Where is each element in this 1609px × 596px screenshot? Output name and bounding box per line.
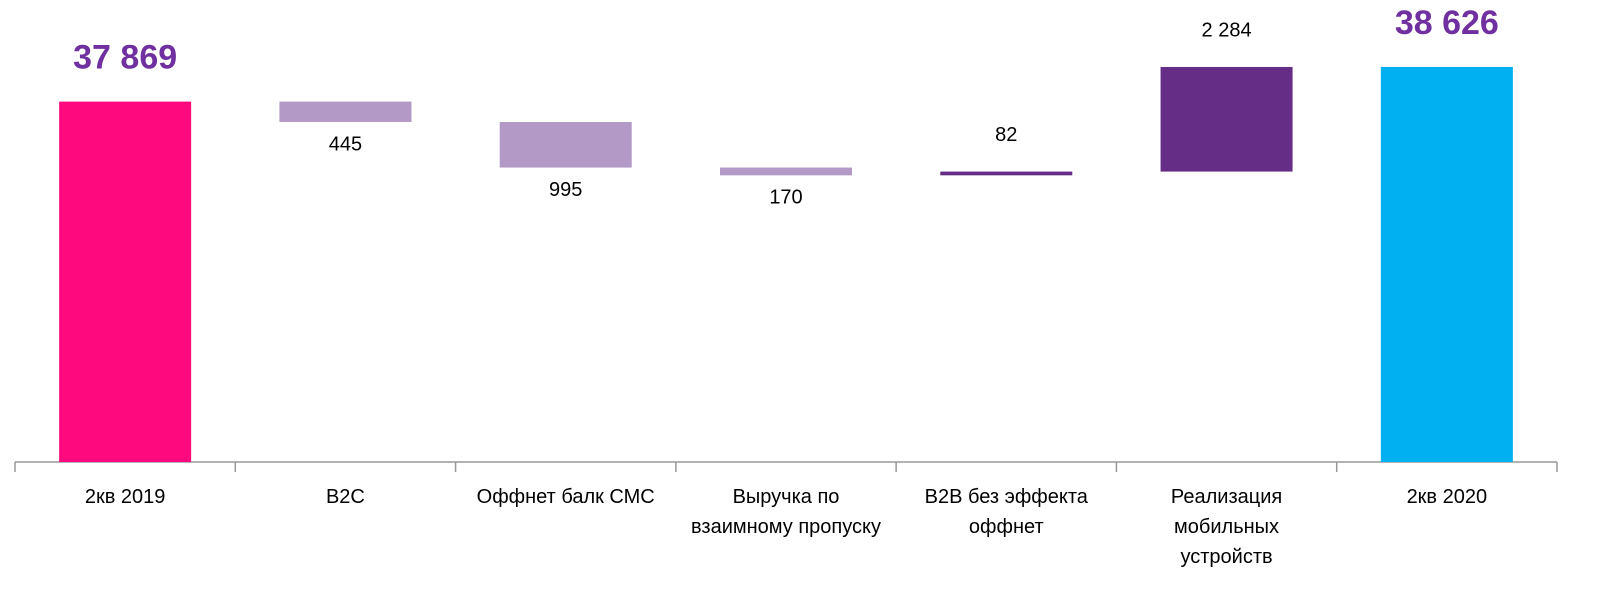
bar: [1160, 66, 1293, 172]
bar: [720, 167, 852, 176]
bar: [1380, 66, 1513, 462]
x-tick-label: 2кв 2020: [1406, 486, 1488, 508]
bar: [279, 101, 412, 122]
x-tick-label: Оффнет балк СМС: [476, 486, 655, 508]
value-label: 82: [995, 124, 1017, 146]
value-label: 995: [549, 179, 582, 201]
value-label: 170: [769, 187, 802, 209]
x-tick-label: 2кв 2019: [84, 486, 166, 508]
bar: [940, 171, 1073, 176]
bar: [499, 121, 632, 168]
x-tick-label: B2C: [325, 486, 365, 508]
bar: [59, 101, 192, 463]
x-tick-label: Выручка по взаимному пропуску: [691, 486, 881, 538]
x-tick-label: Реализация мобильных устройств: [1170, 486, 1283, 568]
x-tick-label: B2B без эффекта оффнет: [924, 486, 1088, 538]
value-label: 445: [329, 133, 362, 155]
value-label: 2 284: [1202, 19, 1252, 41]
value-label: 38 626: [1395, 4, 1499, 42]
value-label: 37 869: [73, 39, 177, 77]
